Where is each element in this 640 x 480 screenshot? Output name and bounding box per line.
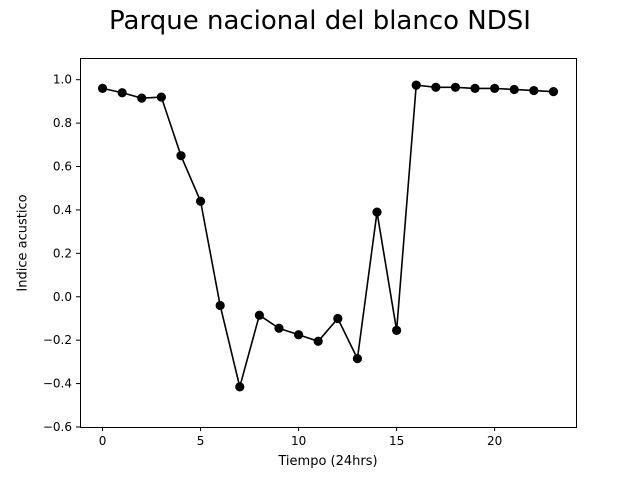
- plot-frame: [80, 58, 577, 428]
- data-point: [509, 84, 519, 95]
- data-point: [313, 336, 323, 346]
- data-point: [529, 85, 539, 96]
- data-point: [97, 83, 108, 93]
- data-point: [392, 325, 402, 336]
- x-tick-label: 5: [197, 434, 205, 448]
- data-point: [470, 83, 480, 93]
- data-point: [156, 92, 166, 102]
- y-tick-label: 0.0: [53, 290, 72, 304]
- x-tick-label: 20: [487, 434, 502, 448]
- y-tick-label: −0.2: [43, 333, 72, 347]
- x-tick-label: 10: [291, 434, 306, 448]
- data-point: [215, 300, 225, 311]
- data-point: [431, 82, 441, 92]
- y-tick-label: 0.2: [53, 246, 72, 260]
- y-tick-label: −0.6: [43, 420, 72, 434]
- data-point: [372, 207, 382, 217]
- data-point: [450, 82, 461, 92]
- y-tick-label: −0.4: [43, 377, 72, 391]
- x-axis-label: Tiempo (24hrs): [278, 454, 378, 469]
- data-point: [254, 310, 264, 320]
- data-point: [195, 196, 206, 206]
- data-point: [137, 93, 147, 103]
- y-axis-label: Indice acustico: [15, 194, 31, 292]
- data-point: [235, 382, 245, 392]
- data-point: [411, 80, 421, 90]
- data-point: [274, 323, 284, 333]
- data-point: [548, 87, 559, 97]
- x-tick-label: 0: [99, 434, 107, 448]
- data-point: [490, 83, 500, 93]
- y-tick-label: 0.8: [53, 116, 72, 130]
- y-tick-label: 0.4: [53, 203, 72, 217]
- series-line: [102, 84, 554, 388]
- data-point: [176, 151, 186, 161]
- y-tick-label: 0.6: [53, 160, 72, 174]
- data-point: [293, 330, 304, 340]
- chart-title: Parque nacional del blanco NDSI: [109, 6, 531, 36]
- data-point: [352, 354, 363, 364]
- data-point: [117, 88, 127, 98]
- x-tick-label: 15: [389, 434, 404, 448]
- data-point: [333, 313, 343, 324]
- y-tick-label: 1.0: [53, 73, 72, 87]
